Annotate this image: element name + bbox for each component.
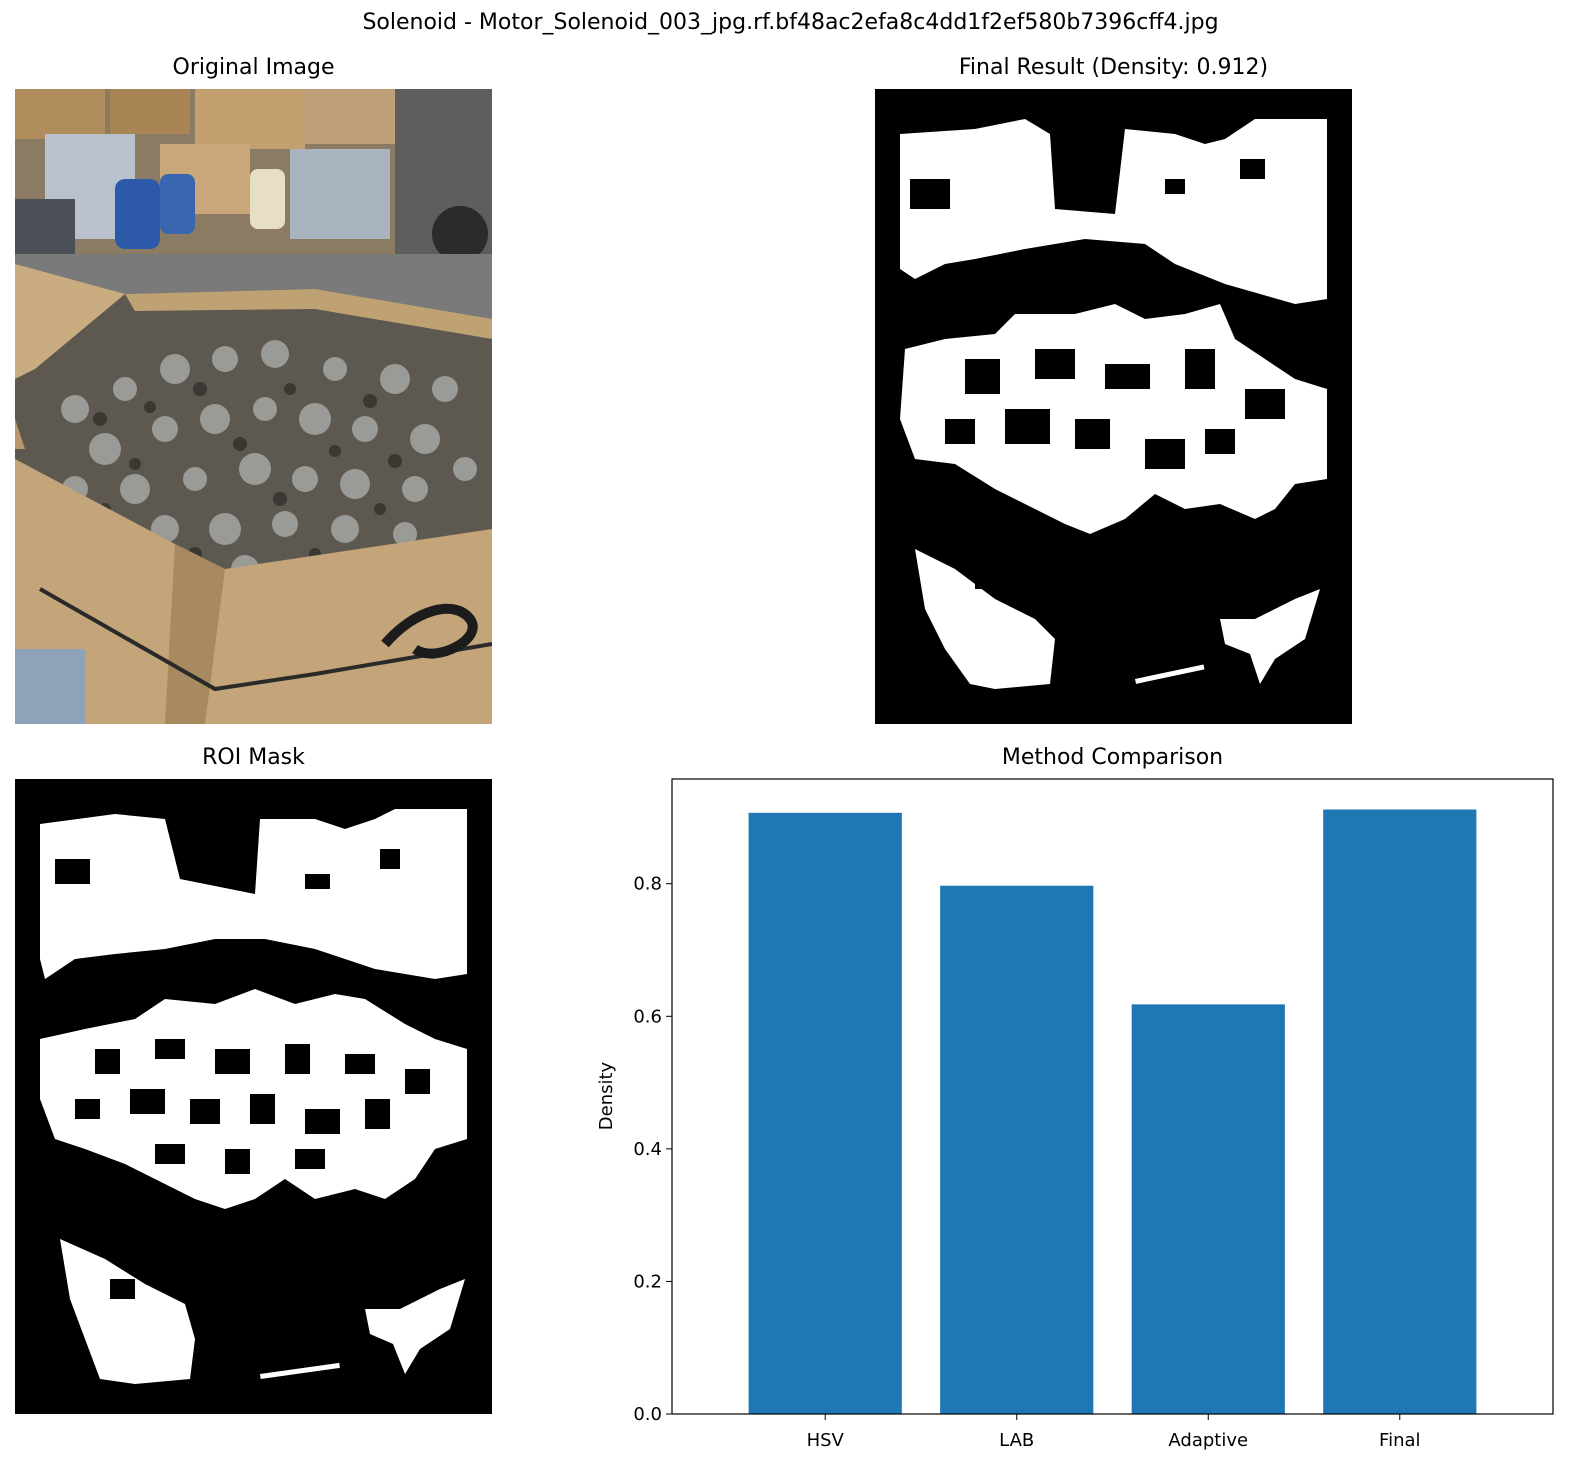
x-tick-label-final: Final — [1379, 1430, 1420, 1451]
comparison-title: Method Comparison — [1001, 745, 1224, 770]
bar-adaptive — [1131, 1004, 1285, 1414]
roi-mask — [15, 779, 492, 1414]
roi-mask-panel — [15, 779, 492, 1414]
original-image — [15, 89, 492, 724]
y-axis-label: Density — [596, 1061, 617, 1130]
y-tick-label: 0.2 — [633, 1271, 662, 1292]
final-result-mask — [875, 89, 1352, 724]
y-tick-label: 0.4 — [633, 1139, 662, 1160]
bar-lab — [940, 885, 1094, 1414]
original-image-title: Original Image — [172, 55, 335, 80]
plot-frame — [671, 778, 1554, 1415]
x-tick-label-lab: LAB — [999, 1430, 1034, 1451]
y-tick-label: 0.8 — [633, 874, 662, 895]
final-result-panel — [875, 89, 1352, 724]
y-tick-label: 0.0 — [633, 1404, 662, 1425]
method-comparison-chart: 0.0 0.2 0.4 0.6 0.8 HSV LAB Adaptive Final Dens… — [596, 778, 1554, 1451]
bar-hsv — [748, 812, 902, 1414]
x-tick-label-hsv: HSV — [807, 1430, 845, 1451]
figure-suptitle: Solenoid - Motor_Solenoid_003_jpg.rf.bf4… — [362, 10, 1219, 35]
final-result-title: Final Result (Density: 0.912) — [958, 55, 1269, 80]
roi-mask-title: ROI Mask — [202, 745, 305, 770]
original-image-panel — [15, 89, 492, 724]
bar-final — [1323, 809, 1477, 1414]
x-tick-label-adaptive: Adaptive — [1168, 1430, 1248, 1451]
y-tick-label: 0.6 — [633, 1006, 662, 1027]
